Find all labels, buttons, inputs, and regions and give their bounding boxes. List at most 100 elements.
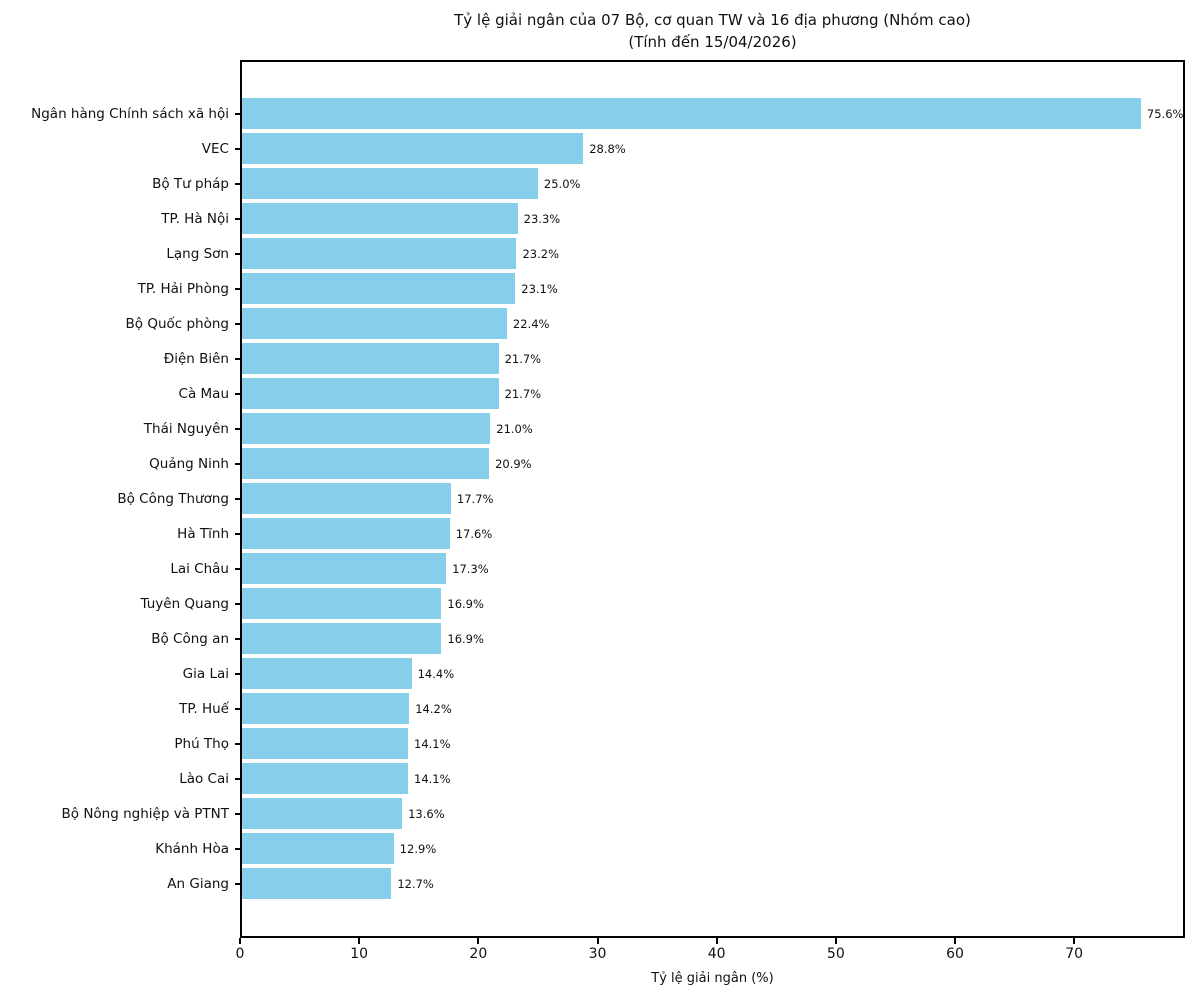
x-tick-label: 40 bbox=[707, 946, 726, 962]
category-label: Lạng Sơn bbox=[0, 236, 240, 271]
bar-row: Cà Mau 21.7% bbox=[0, 376, 1185, 411]
y-tick-mark bbox=[235, 392, 240, 395]
bar-row: VEC 28.8% bbox=[0, 131, 1185, 166]
value-label: 23.3% bbox=[523, 211, 561, 226]
y-tick-mark bbox=[235, 252, 240, 255]
value-label: 25.0% bbox=[543, 176, 581, 191]
category-label: Cà Mau bbox=[0, 376, 240, 411]
chart-title-block: Tỷ lệ giải ngân của 07 Bộ, cơ quan TW và… bbox=[240, 9, 1185, 53]
y-tick-mark bbox=[235, 567, 240, 570]
bar bbox=[240, 868, 392, 899]
bar bbox=[240, 378, 499, 409]
bar-row: Bộ Tư pháp 25.0% bbox=[0, 166, 1185, 201]
bar-row: Tuyên Quang 16.9% bbox=[0, 586, 1185, 621]
category-label-text: Lạng Sơn bbox=[166, 245, 229, 262]
bar-row: Ngân hàng Chính sách xã hội 75.6% bbox=[0, 96, 1185, 131]
category-label-text: Tuyên Quang bbox=[140, 595, 229, 612]
bar-row: An Giang 12.7% bbox=[0, 866, 1185, 901]
chart-rows: Ngân hàng Chính sách xã hội 75.6% VEC 28.8%… bbox=[0, 60, 1185, 938]
category-label-text: Phú Thọ bbox=[174, 735, 229, 752]
value-label: 75.6% bbox=[1146, 106, 1184, 121]
bar bbox=[240, 588, 442, 619]
bar bbox=[240, 763, 409, 794]
bar bbox=[240, 518, 450, 549]
y-tick-mark bbox=[235, 532, 240, 535]
bar bbox=[240, 168, 538, 199]
bar-track: 16.9% bbox=[240, 586, 1185, 621]
y-tick-mark bbox=[235, 217, 240, 220]
bar-track: 13.6% bbox=[240, 796, 1185, 831]
value-label: 21.0% bbox=[496, 421, 533, 436]
x-tick-mark bbox=[954, 938, 956, 944]
value-label: 22.4% bbox=[512, 316, 550, 331]
bar-row: Khánh Hòa 12.9% bbox=[0, 831, 1185, 866]
bar-row: Lào Cai 14.1% bbox=[0, 761, 1185, 796]
x-tick-mark bbox=[239, 938, 241, 944]
category-label-text: Bộ Công an bbox=[151, 630, 229, 647]
value-label: 16.9% bbox=[447, 631, 484, 646]
y-tick-mark bbox=[235, 847, 240, 850]
category-label: Bộ Công an bbox=[0, 621, 240, 656]
x-tick-mark bbox=[477, 938, 480, 944]
x-tick-label: 70 bbox=[1065, 946, 1084, 962]
category-label-text: Điện Biên bbox=[163, 350, 229, 367]
bar-track: 12.7% bbox=[240, 866, 1185, 901]
category-label-text: Gia Lai bbox=[182, 665, 229, 682]
bar-track: 23.3% bbox=[240, 201, 1185, 236]
y-tick-mark bbox=[235, 882, 240, 885]
category-label-text: VEC bbox=[201, 140, 229, 157]
category-label-text: TP. Hà Nội bbox=[161, 210, 229, 227]
y-tick-mark bbox=[235, 672, 240, 675]
bar-row: Bộ Nông nghiệp và PTNT 13.6% bbox=[0, 796, 1185, 831]
bar-track: 14.2% bbox=[240, 691, 1185, 726]
bar bbox=[240, 98, 1141, 129]
category-label-text: Khánh Hòa bbox=[155, 840, 229, 857]
bar bbox=[240, 728, 409, 759]
bar-row: Thái Nguyên 21.0% bbox=[0, 411, 1185, 446]
y-tick-mark bbox=[235, 637, 240, 640]
category-label: Ngân hàng Chính sách xã hội bbox=[0, 96, 240, 131]
bar-track: 21.7% bbox=[240, 376, 1185, 411]
y-tick-mark bbox=[235, 707, 240, 710]
bar-track: 25.0% bbox=[240, 166, 1185, 201]
category-label-text: TP. Hải Phòng bbox=[137, 280, 229, 297]
y-tick-mark bbox=[235, 182, 240, 185]
x-tick-label: 0 bbox=[235, 946, 245, 962]
bar bbox=[240, 238, 517, 269]
value-label: 12.7% bbox=[397, 876, 434, 891]
y-tick-mark bbox=[235, 112, 240, 115]
bar-track: 21.0% bbox=[240, 411, 1185, 446]
category-label: Bộ Tư pháp bbox=[0, 166, 240, 201]
x-tick-label: 60 bbox=[946, 946, 964, 962]
bar-row: Điện Biên 21.7% bbox=[0, 341, 1185, 376]
category-label-text: Lai Châu bbox=[170, 560, 229, 577]
y-tick-mark bbox=[235, 147, 240, 150]
bar-row: Hà Tĩnh 17.6% bbox=[0, 516, 1185, 551]
value-label: 12.9% bbox=[399, 841, 437, 856]
y-tick-mark bbox=[235, 462, 240, 465]
bar bbox=[240, 693, 410, 724]
bar-track: 75.6% bbox=[240, 96, 1185, 131]
bar-track: 22.4% bbox=[240, 306, 1185, 341]
bar-row: Lạng Sơn 23.2% bbox=[0, 236, 1185, 271]
value-label: 17.6% bbox=[455, 526, 493, 541]
bar-track: 28.8% bbox=[240, 131, 1185, 166]
bar bbox=[240, 273, 516, 304]
bar-row: TP. Hải Phòng 23.1% bbox=[0, 271, 1185, 306]
category-label-text: Bộ Quốc phòng bbox=[125, 315, 229, 332]
bar-track: 16.9% bbox=[240, 621, 1185, 656]
category-label: TP. Hà Nội bbox=[0, 201, 240, 236]
value-label: 20.9% bbox=[495, 456, 532, 471]
category-label: VEC bbox=[0, 131, 240, 166]
bar-track: 14.1% bbox=[240, 726, 1185, 761]
y-tick-mark bbox=[235, 497, 240, 500]
category-label-text: TP. Huế bbox=[179, 700, 229, 717]
bar-track: 23.1% bbox=[240, 271, 1185, 306]
category-label: Lào Cai bbox=[0, 761, 240, 796]
category-label: Hà Tĩnh bbox=[0, 516, 240, 551]
x-tick-label: 20 bbox=[469, 946, 488, 962]
bar-track: 14.1% bbox=[240, 761, 1185, 796]
bar bbox=[240, 308, 507, 339]
y-tick-mark bbox=[235, 812, 240, 815]
